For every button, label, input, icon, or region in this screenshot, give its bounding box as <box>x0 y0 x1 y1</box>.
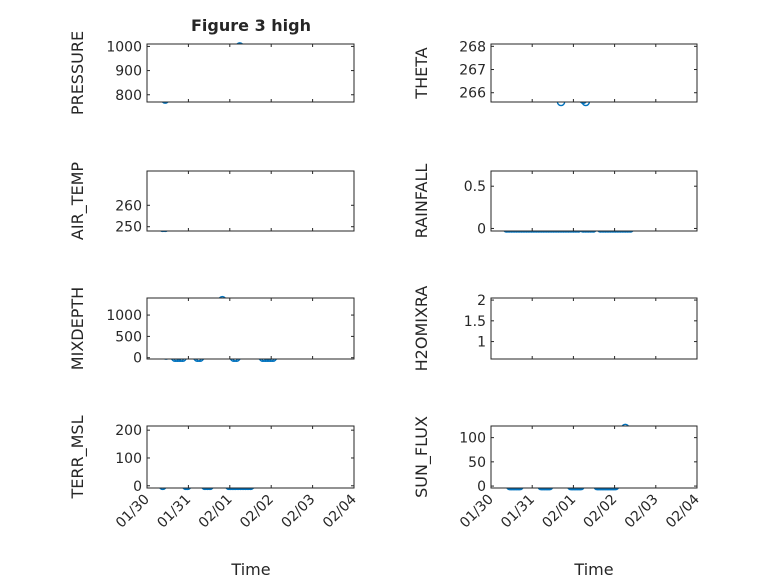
y-tick-label: 266 <box>459 86 486 102</box>
subplot-theta: 266 267 268 THETA <box>412 39 698 107</box>
y-tick-label: 250 <box>115 220 142 236</box>
subplot-air_temp: 250 260 AIR_TEMP <box>68 162 355 240</box>
y-tick-label: 200 <box>115 423 142 439</box>
y-tick-label: 100 <box>115 451 142 467</box>
y-tick-label: 900 <box>115 64 142 80</box>
axes-frame-mixdepth <box>146 297 355 360</box>
axes-frame-air_temp <box>146 170 355 232</box>
subplot-mixdepth: 0 500 1000 MIXDEPTH <box>68 287 355 370</box>
y-tick-label: 100 <box>459 431 486 447</box>
y-tick-label: 0 <box>477 479 486 495</box>
y-tick-label: 800 <box>115 88 142 104</box>
y-tick-label: 260 <box>115 198 142 214</box>
y-tick-label: 267 <box>459 63 486 79</box>
y-axis-label-mixdepth: MIXDEPTH <box>68 287 87 370</box>
axes-frame-h2omixra <box>490 297 698 360</box>
axes-frame-pressure <box>146 43 355 103</box>
y-tick-label: 268 <box>459 39 486 55</box>
y-axis-label-air_temp: AIR_TEMP <box>68 162 88 240</box>
y-tick-label: 0 <box>477 221 486 237</box>
figure-title: Figure 3 high <box>191 16 311 35</box>
y-tick-label: 500 <box>115 329 142 345</box>
y-axis-label-pressure: PRESSURE <box>68 31 87 115</box>
subplot-h2omixra: 1 1.5 2 H2OMIXRA <box>412 286 698 372</box>
x-axis-label-right: Time <box>573 560 613 579</box>
y-axis-label-h2omixra: H2OMIXRA <box>412 286 431 372</box>
y-tick-label: 1000 <box>106 39 142 55</box>
subplot-rainfall: 0 0.5 RAINFALL <box>412 164 698 239</box>
subplot-pressure: 800 900 1000 PRESSURE <box>68 31 355 115</box>
y-tick-label: 1 <box>477 335 486 351</box>
y-tick-label: 1000 <box>106 308 142 324</box>
axes-frame-terr_msl <box>146 425 355 489</box>
y-tick-label: 0 <box>133 351 142 367</box>
y-tick-label: 0 <box>133 479 142 495</box>
axes-frame-theta <box>490 43 698 103</box>
y-tick-label: 50 <box>468 455 486 471</box>
y-axis-label-theta: THETA <box>412 47 431 99</box>
y-axis-label-sun_flux: SUN_FLUX <box>412 416 432 498</box>
y-tick-label: 1.5 <box>464 314 486 330</box>
y-axis-label-rainfall: RAINFALL <box>412 164 431 239</box>
x-axis-label-left: Time <box>230 560 270 579</box>
axes-frame-sun_flux <box>490 425 698 489</box>
y-axis-label-terr_msl: TERR_MSL <box>68 415 88 499</box>
axes-frame-rainfall <box>490 170 698 232</box>
y-tick-label: 2 <box>477 293 486 309</box>
y-tick-label: 0.5 <box>464 179 486 195</box>
